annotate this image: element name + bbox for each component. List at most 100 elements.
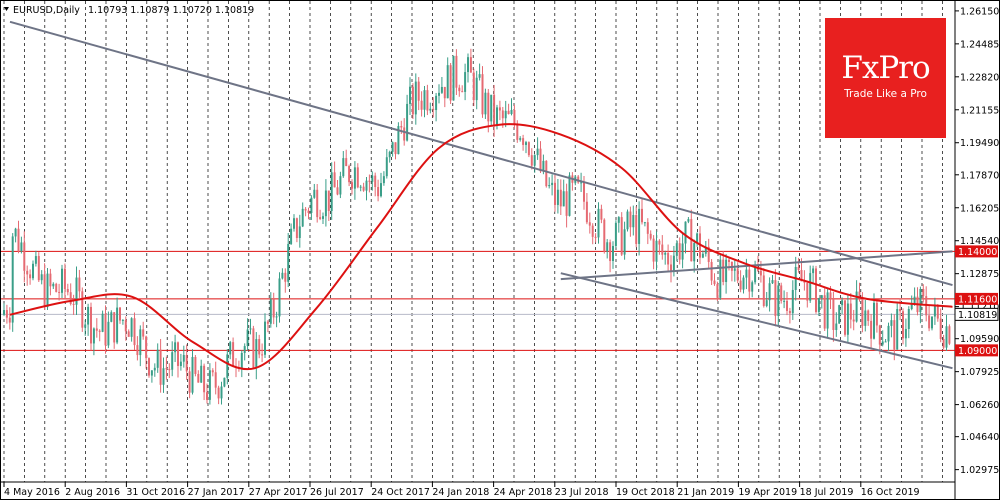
candle-body	[185, 354, 188, 372]
candle-body	[797, 266, 800, 270]
candle-body	[815, 268, 817, 312]
candle-body	[609, 242, 612, 262]
candle-body	[928, 315, 931, 329]
candle-body	[525, 142, 527, 145]
candle-body	[290, 228, 293, 244]
x-tick-label: 21 Jan 2019	[677, 487, 734, 498]
candle-body	[820, 295, 823, 299]
candle-body	[8, 317, 11, 323]
candle-body	[29, 274, 32, 279]
candle-body	[391, 142, 394, 152]
candle-body	[716, 284, 719, 298]
candle-body	[336, 187, 339, 195]
candle-body	[585, 201, 588, 223]
candle-body	[739, 280, 742, 290]
candle-body	[780, 285, 783, 301]
candle-body	[704, 246, 707, 254]
candle-body	[324, 190, 327, 217]
candle-body	[484, 92, 487, 115]
brand-logo: FxPro Trade Like a Pro	[825, 18, 946, 138]
candle-body	[388, 151, 391, 158]
candle-body	[649, 233, 652, 239]
candle-body	[258, 339, 261, 355]
candle-body	[55, 283, 58, 292]
candle-body	[754, 266, 757, 283]
x-tick-label: 16 Oct 2019	[861, 487, 920, 498]
candle-body	[156, 349, 159, 368]
candle-body	[310, 197, 313, 213]
candle-body	[580, 182, 583, 184]
candle-body	[98, 330, 101, 332]
candle-body	[655, 240, 658, 262]
candle-body	[846, 303, 849, 335]
candle-body	[548, 185, 551, 187]
candle-body	[536, 148, 539, 156]
candle-body	[858, 291, 861, 300]
candle-body	[899, 309, 902, 312]
candle-body	[124, 319, 127, 332]
candle-body	[255, 339, 258, 368]
candle-body	[800, 269, 803, 282]
candle-body	[313, 189, 316, 198]
candle-body	[643, 222, 646, 224]
candle-body	[278, 278, 281, 317]
y-tick-label: 1.24485	[960, 39, 999, 50]
candle-body	[890, 320, 893, 326]
candle-body	[226, 354, 229, 378]
candle-body	[449, 65, 452, 101]
candle-body	[774, 280, 777, 316]
ohlc-label: 1.10793 1.10879 1.10720 1.10819	[88, 5, 254, 16]
candle-body	[133, 318, 136, 346]
candle-body	[145, 336, 148, 359]
candle-body	[385, 157, 388, 177]
y-tick-label: 1.02975	[960, 465, 999, 476]
trendline[interactable]	[9, 20, 953, 287]
candle-body	[507, 110, 510, 115]
candle-body	[95, 328, 98, 331]
candle-body	[733, 268, 736, 271]
candle-body	[359, 186, 362, 188]
candle-body	[208, 370, 211, 400]
candle-body	[719, 259, 722, 298]
candle-body	[771, 280, 774, 284]
candle-body	[597, 208, 600, 238]
candle-body	[188, 371, 191, 393]
candle-body	[269, 299, 272, 324]
candle-body	[670, 264, 672, 272]
candle-body	[728, 259, 730, 262]
y-tick-label: 1.19490	[960, 138, 999, 149]
candle-body	[583, 182, 585, 202]
candle-body	[881, 341, 884, 345]
candle-body	[339, 176, 342, 195]
candle-body	[5, 310, 8, 318]
candle-body	[638, 208, 641, 244]
candle-body	[104, 313, 107, 346]
candle-body	[629, 211, 632, 228]
candle-body	[217, 387, 220, 399]
candle-body	[90, 306, 92, 344]
candle-body	[612, 246, 614, 262]
time-axis: 4 May 2016 2 Aug 2016 31 Oct 2016 27 Jan 20…	[3, 482, 920, 498]
candle-body	[272, 299, 275, 318]
candle-body	[284, 272, 287, 282]
symbol-menu-icon[interactable]	[4, 7, 9, 11]
candle-body	[527, 142, 530, 156]
candle-body	[345, 158, 348, 167]
trendline[interactable]	[560, 272, 953, 370]
candle-body	[301, 208, 304, 227]
candle-body	[725, 259, 728, 283]
candle-body	[32, 263, 34, 279]
candle-body	[351, 182, 353, 189]
candle-body	[316, 189, 319, 218]
candle-body	[838, 305, 841, 324]
x-tick-label: 31 Oct 2016	[126, 487, 185, 498]
candle-body	[203, 365, 206, 393]
candle-body	[496, 107, 498, 126]
candle-body	[614, 222, 617, 247]
candle-body	[849, 303, 852, 320]
candle-body	[632, 215, 635, 228]
candle-body	[153, 367, 156, 371]
candle-body	[322, 216, 324, 219]
trendline[interactable]	[560, 250, 953, 281]
candle-body	[75, 277, 78, 305]
